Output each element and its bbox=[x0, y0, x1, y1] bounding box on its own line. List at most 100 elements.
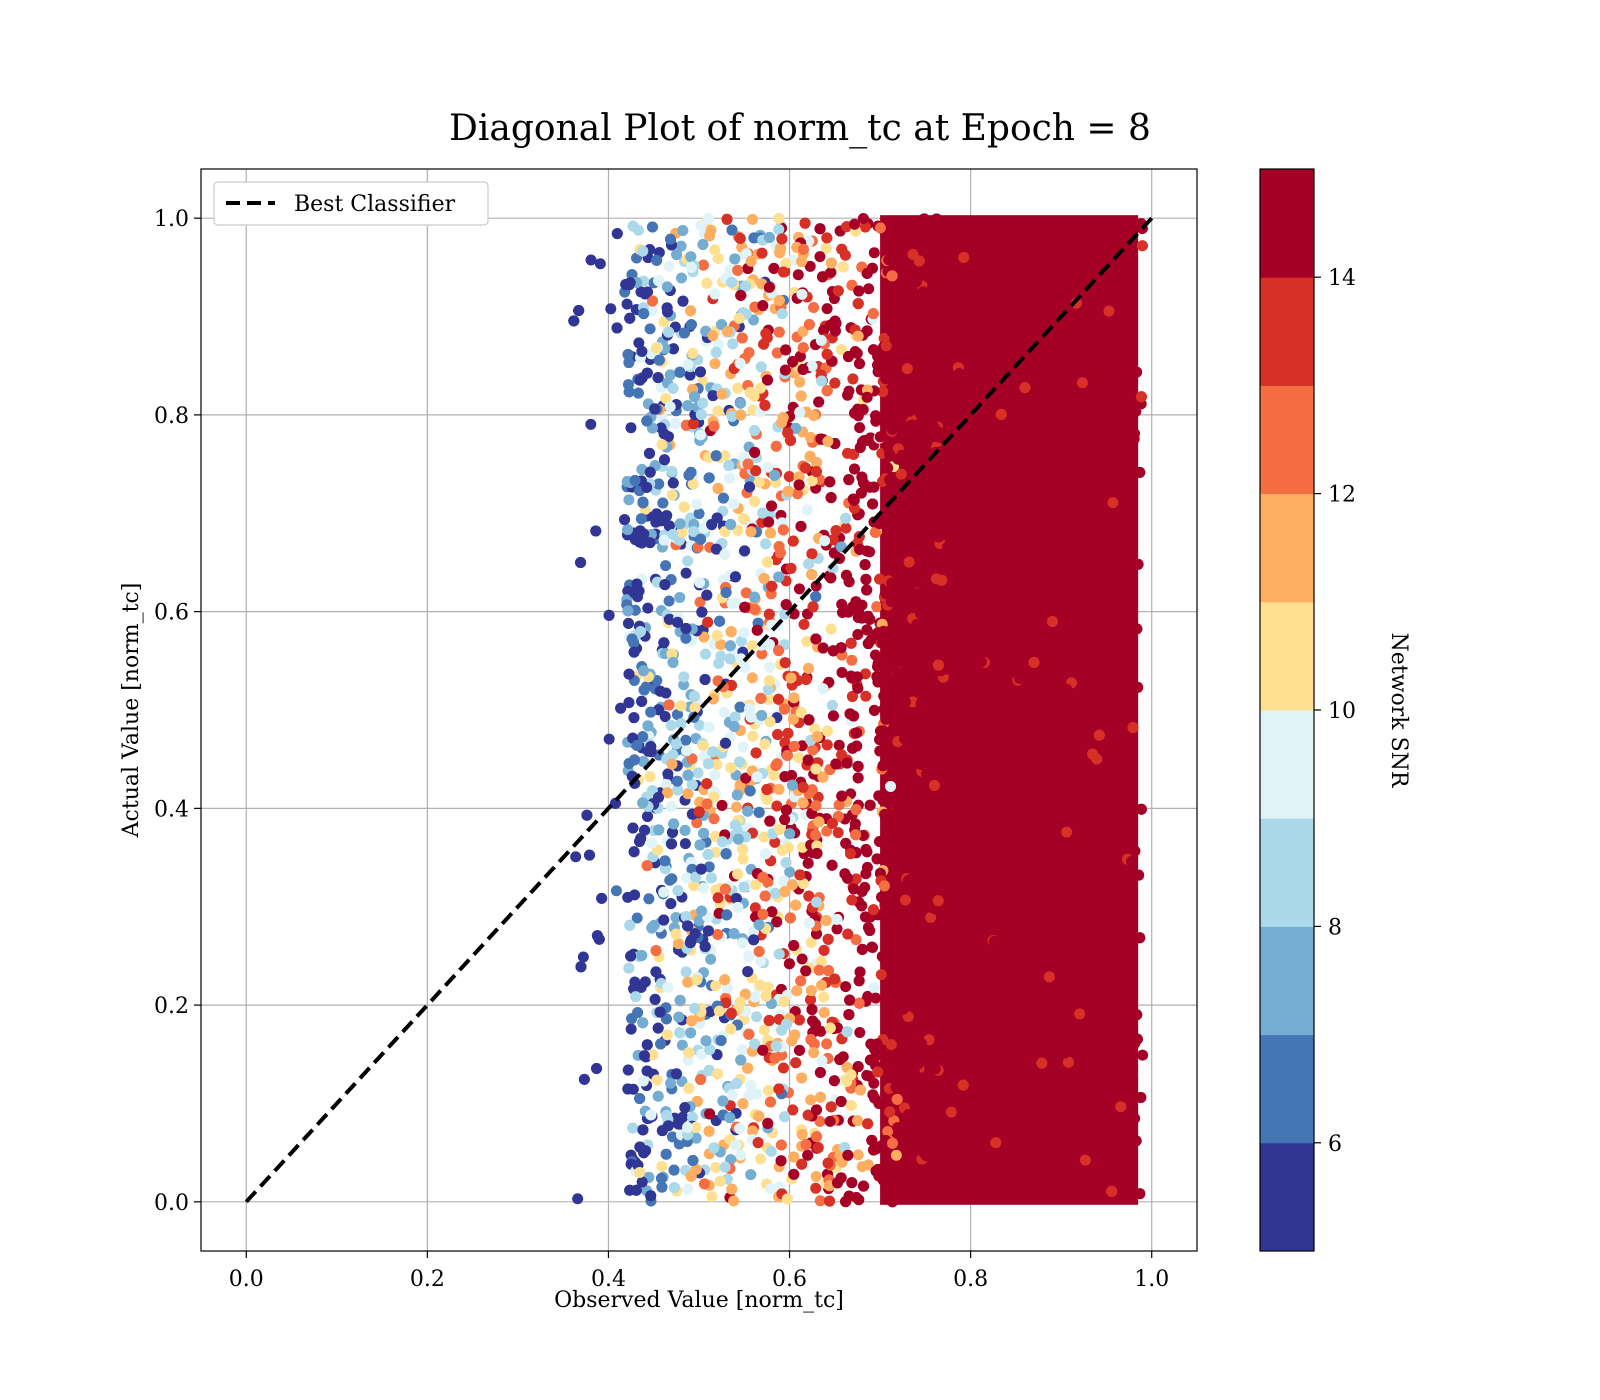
scatter-point bbox=[797, 363, 809, 375]
scatter-point bbox=[725, 762, 737, 774]
scatter-point bbox=[716, 388, 728, 400]
scatter-point bbox=[1087, 373, 1099, 385]
scatter-point bbox=[827, 710, 839, 722]
scatter-point bbox=[1061, 696, 1073, 708]
scatter-point bbox=[692, 767, 704, 779]
scatter-point bbox=[916, 508, 928, 520]
scatter-point bbox=[884, 238, 896, 250]
scatter-point bbox=[810, 829, 822, 841]
scatter-point bbox=[905, 766, 917, 778]
scatter-point bbox=[703, 472, 715, 484]
scatter-point bbox=[1107, 483, 1119, 495]
scatter-point bbox=[708, 813, 720, 825]
scatter-point bbox=[720, 848, 732, 860]
scatter-point bbox=[799, 217, 811, 229]
scatter-point bbox=[777, 266, 789, 278]
scatter-point bbox=[782, 485, 794, 497]
scatter-point bbox=[990, 796, 1002, 808]
scatter-point bbox=[861, 1069, 873, 1081]
scatter-point bbox=[821, 725, 833, 737]
scatter-point bbox=[818, 991, 830, 1003]
scatter-point bbox=[897, 221, 909, 233]
scatter-point bbox=[755, 692, 767, 704]
scatter-point bbox=[773, 783, 785, 795]
scatter-point bbox=[622, 524, 634, 536]
scatter-point bbox=[797, 243, 809, 255]
scatter-point bbox=[660, 560, 672, 572]
scatter-point bbox=[924, 649, 936, 661]
scatter-point bbox=[658, 637, 670, 649]
scatter-point bbox=[854, 422, 866, 434]
scatter-point bbox=[1029, 917, 1041, 929]
scatter-point bbox=[957, 293, 969, 305]
scatter-point bbox=[653, 824, 665, 836]
scatter-point bbox=[732, 901, 744, 913]
scatter-point bbox=[652, 1022, 664, 1034]
scatter-point bbox=[1130, 1135, 1142, 1147]
scatter-point bbox=[855, 1084, 867, 1096]
scatter-point bbox=[735, 635, 747, 647]
scatter-point bbox=[982, 520, 994, 532]
scatter-point bbox=[737, 843, 749, 855]
scatter-point bbox=[626, 633, 638, 645]
scatter-point bbox=[932, 1156, 944, 1168]
scatter-point bbox=[668, 1164, 680, 1176]
scatter-point bbox=[971, 870, 983, 882]
scatter-point bbox=[976, 794, 988, 806]
scatter-point bbox=[702, 925, 714, 937]
scatter-point bbox=[675, 240, 687, 252]
scatter-point bbox=[749, 902, 761, 914]
scatter-point bbox=[666, 489, 678, 501]
scatter-point bbox=[667, 528, 679, 540]
scatter-point bbox=[642, 810, 654, 822]
scatter-point bbox=[994, 684, 1006, 696]
scatter-point bbox=[1036, 954, 1048, 966]
scatter-point bbox=[840, 837, 852, 849]
scatter-point bbox=[821, 1038, 833, 1050]
scatter-point bbox=[787, 535, 799, 547]
scatter-point bbox=[756, 247, 768, 259]
scatter-point bbox=[898, 992, 910, 1004]
scatter-point bbox=[945, 1106, 957, 1118]
scatter-point bbox=[971, 777, 983, 789]
scatter-point bbox=[1046, 464, 1058, 476]
scatter-point bbox=[831, 923, 843, 935]
scatter-point bbox=[679, 824, 691, 836]
scatter-point bbox=[891, 684, 903, 696]
scatter-point bbox=[826, 699, 838, 711]
scatter-point bbox=[1137, 1049, 1149, 1061]
scatter-point bbox=[1018, 221, 1030, 233]
scatter-point bbox=[897, 1003, 909, 1015]
scatter-point bbox=[993, 627, 1005, 639]
scatter-point bbox=[1053, 1127, 1065, 1139]
scatter-point bbox=[801, 504, 813, 516]
scatter-point bbox=[632, 387, 644, 399]
scatter-point bbox=[1060, 760, 1072, 772]
scatter-point bbox=[1069, 1176, 1081, 1188]
scatter-point bbox=[622, 1064, 634, 1076]
scatter-point bbox=[677, 295, 689, 307]
scatter-point bbox=[909, 685, 921, 697]
scatter-point bbox=[678, 671, 690, 683]
scatter-point bbox=[638, 1147, 650, 1159]
scatter-point bbox=[779, 814, 791, 826]
scatter-point bbox=[779, 364, 791, 376]
scatter-point bbox=[884, 927, 896, 939]
scatter-point bbox=[721, 909, 733, 921]
scatter-point bbox=[685, 1170, 697, 1182]
scatter-point bbox=[843, 385, 855, 397]
scatter-point bbox=[735, 409, 747, 421]
scatter-point bbox=[950, 663, 962, 675]
scatter-point bbox=[802, 662, 814, 674]
scatter-point bbox=[881, 288, 893, 300]
scatter-point bbox=[769, 469, 781, 481]
scatter-point bbox=[670, 738, 682, 750]
scatter-point bbox=[874, 573, 886, 585]
scatter-point bbox=[830, 525, 842, 537]
scatter-point bbox=[735, 653, 747, 665]
scatter-point bbox=[1079, 934, 1091, 946]
scatter-point bbox=[768, 262, 780, 274]
scatter-point bbox=[987, 1113, 999, 1125]
scatter-point bbox=[1070, 665, 1082, 677]
scatter-point bbox=[788, 940, 800, 952]
